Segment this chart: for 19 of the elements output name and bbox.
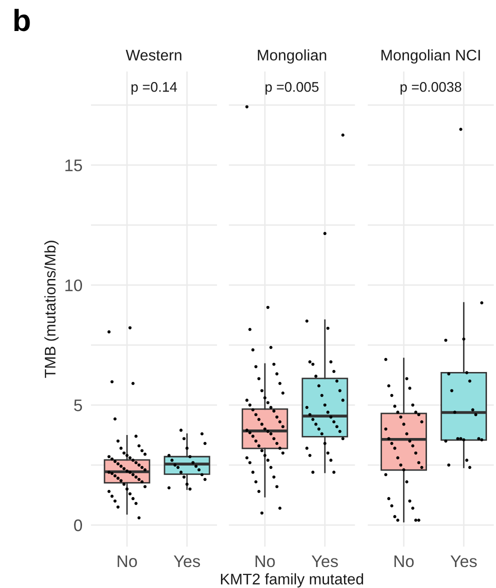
x-tick-label: Yes bbox=[450, 556, 477, 568]
y-tick-label: 5 bbox=[74, 400, 82, 412]
x-tick-label: No bbox=[256, 556, 275, 568]
annotation: p =0.14 bbox=[132, 82, 177, 95]
x-tick-label: No bbox=[394, 556, 414, 568]
x-tick-label: No bbox=[118, 556, 137, 568]
text: b bbox=[14, 8, 30, 32]
y-tick-label: 0 bbox=[74, 519, 82, 532]
y-tick-label: 10 bbox=[65, 279, 82, 292]
x-tick-label: Yes bbox=[174, 556, 200, 568]
y-axis-title: TMB (mutations/Mb) bbox=[44, 240, 59, 378]
x-tick-label: Yes bbox=[312, 556, 338, 568]
y-tick-label: 15 bbox=[65, 160, 82, 172]
annotation: p =0.0038 bbox=[400, 82, 462, 95]
annotation: p =0.005 bbox=[266, 82, 319, 95]
x-axis-title: KMT2 family mutated bbox=[220, 573, 364, 588]
chart-title: Mongolian NCI bbox=[382, 49, 480, 64]
chart-title: Mongolian bbox=[258, 49, 326, 64]
chart-title: Western bbox=[126, 50, 182, 61]
